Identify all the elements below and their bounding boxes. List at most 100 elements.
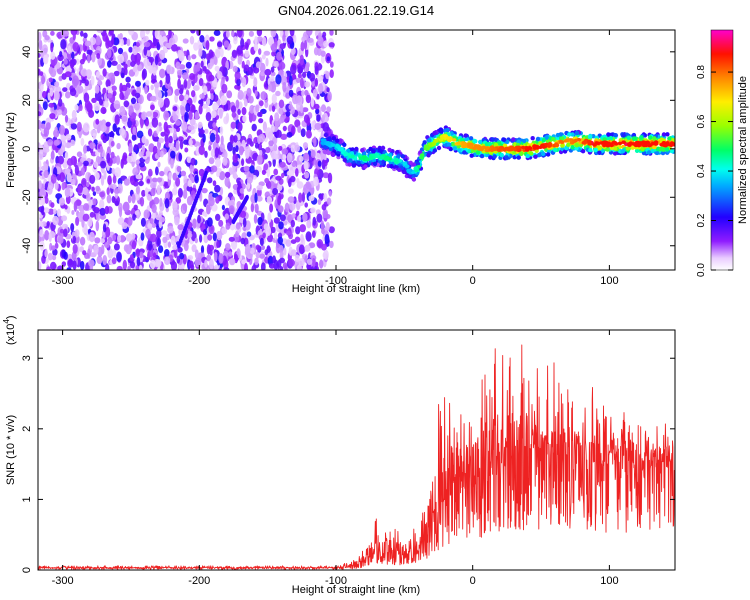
heatmap-cell bbox=[661, 141, 667, 145]
heatmap-cell bbox=[93, 161, 99, 169]
heatmap-cell bbox=[190, 157, 196, 166]
heatmap-cell bbox=[114, 114, 120, 125]
heatmap-cell bbox=[206, 97, 211, 106]
heatmap-cell bbox=[147, 195, 153, 202]
heatmap-cell bbox=[162, 236, 168, 243]
heatmap-cell bbox=[321, 204, 327, 211]
heatmap-cell bbox=[96, 30, 104, 33]
heatmap-cell bbox=[54, 181, 59, 191]
heatmap-cell bbox=[54, 242, 59, 249]
heatmap-cell bbox=[328, 190, 332, 197]
heatmap-cell bbox=[212, 122, 217, 129]
heatmap-cell bbox=[419, 153, 425, 157]
heatmap-cell bbox=[371, 149, 376, 154]
heatmap-cell bbox=[119, 234, 126, 243]
heatmap-cell bbox=[148, 56, 155, 63]
heatmap-cell bbox=[170, 150, 176, 159]
heatmap-cell bbox=[433, 138, 439, 143]
heatmap-cell bbox=[132, 66, 138, 73]
heatmap-cell bbox=[228, 205, 235, 214]
heatmap-cell bbox=[91, 51, 96, 63]
heatmap-cell bbox=[516, 155, 521, 160]
heatmap-cell bbox=[228, 251, 233, 257]
heatmap-cell bbox=[259, 253, 266, 259]
heatmap-cell bbox=[276, 51, 282, 61]
heatmap-cell bbox=[89, 264, 94, 270]
heatmap-cell bbox=[63, 58, 68, 65]
heatmap-cell bbox=[308, 195, 315, 202]
snr-scale-exponent: 4 bbox=[2, 319, 11, 324]
heatmap-cell bbox=[64, 204, 68, 210]
heatmap-cell bbox=[155, 89, 162, 101]
heatmap-cell bbox=[302, 212, 308, 222]
heatmap-cell bbox=[97, 246, 103, 258]
heatmap-cell bbox=[414, 168, 419, 173]
heatmap-cell bbox=[84, 99, 91, 110]
heatmap-cell bbox=[275, 175, 282, 181]
heatmap-cell bbox=[360, 148, 365, 153]
heatmap-cell bbox=[172, 201, 178, 211]
snr-series-line bbox=[38, 344, 675, 570]
heatmap-cell bbox=[269, 203, 274, 213]
heatmap-cell bbox=[83, 186, 88, 196]
heatmap-cell bbox=[127, 195, 132, 204]
heatmap-cell bbox=[320, 104, 327, 113]
heatmap-cell bbox=[258, 100, 264, 107]
heatmap-cell bbox=[143, 46, 148, 56]
heatmap-cell bbox=[206, 71, 213, 82]
heatmap-cell bbox=[200, 98, 204, 107]
heatmap-cell bbox=[342, 142, 347, 147]
heatmap-cell bbox=[122, 259, 127, 270]
heatmap-cell bbox=[254, 192, 258, 204]
heatmap-cell bbox=[107, 248, 114, 259]
heatmap-cell bbox=[533, 154, 538, 159]
heatmap-cell bbox=[40, 124, 46, 129]
heatmap-cell bbox=[582, 140, 588, 144]
heatmap-cell bbox=[108, 30, 114, 36]
heatmap-cell bbox=[251, 123, 257, 132]
heatmap-cell bbox=[48, 102, 55, 108]
heatmap-cell bbox=[49, 87, 54, 97]
heatmap-cell bbox=[136, 209, 141, 220]
heatmap-cell bbox=[116, 265, 123, 270]
heatmap-cell bbox=[151, 117, 159, 128]
heatmap-cell bbox=[135, 186, 140, 195]
heatmap-cell bbox=[208, 145, 212, 151]
heatmap-cell bbox=[274, 60, 279, 68]
heatmap-cell bbox=[48, 77, 53, 83]
heatmap-cell bbox=[270, 71, 276, 77]
heatmap-cell bbox=[168, 172, 172, 181]
heatmap-cell bbox=[138, 264, 143, 270]
heatmap-cell bbox=[525, 153, 530, 159]
heatmap-cell bbox=[215, 157, 221, 168]
heatmap-cell bbox=[146, 178, 151, 184]
heatmap-cell bbox=[112, 248, 117, 257]
heatmap-cell bbox=[135, 248, 140, 258]
heatmap-cell bbox=[254, 203, 259, 214]
heatmap-cell bbox=[175, 61, 181, 70]
heatmap-cell bbox=[99, 145, 104, 154]
heatmap-cell bbox=[314, 77, 319, 87]
heatmap-cell bbox=[81, 177, 87, 188]
heatmap-cell bbox=[328, 146, 333, 152]
heatmap-cell bbox=[193, 42, 199, 51]
heatmap-cell bbox=[121, 222, 128, 230]
heatmap-cell bbox=[238, 145, 244, 156]
heatmap-cell bbox=[613, 133, 618, 138]
heatmap-cell bbox=[303, 114, 310, 123]
heatmap-cell bbox=[165, 73, 171, 85]
heatmap-cell bbox=[241, 158, 245, 167]
heatmap-cell bbox=[307, 37, 314, 43]
heatmap-cell bbox=[70, 62, 74, 69]
heatmap-cell bbox=[223, 40, 230, 48]
heatmap-cell bbox=[199, 129, 205, 135]
heatmap-cell bbox=[309, 72, 316, 82]
heatmap-cell bbox=[202, 85, 208, 96]
heatmap-cell bbox=[570, 145, 575, 150]
heatmap-cell bbox=[236, 45, 243, 55]
heatmap-cell bbox=[272, 255, 276, 264]
heatmap-cell bbox=[158, 216, 166, 223]
x-tick-label: -300 bbox=[52, 275, 74, 287]
heatmap-cell bbox=[237, 108, 241, 115]
heatmap-cell bbox=[72, 235, 77, 243]
